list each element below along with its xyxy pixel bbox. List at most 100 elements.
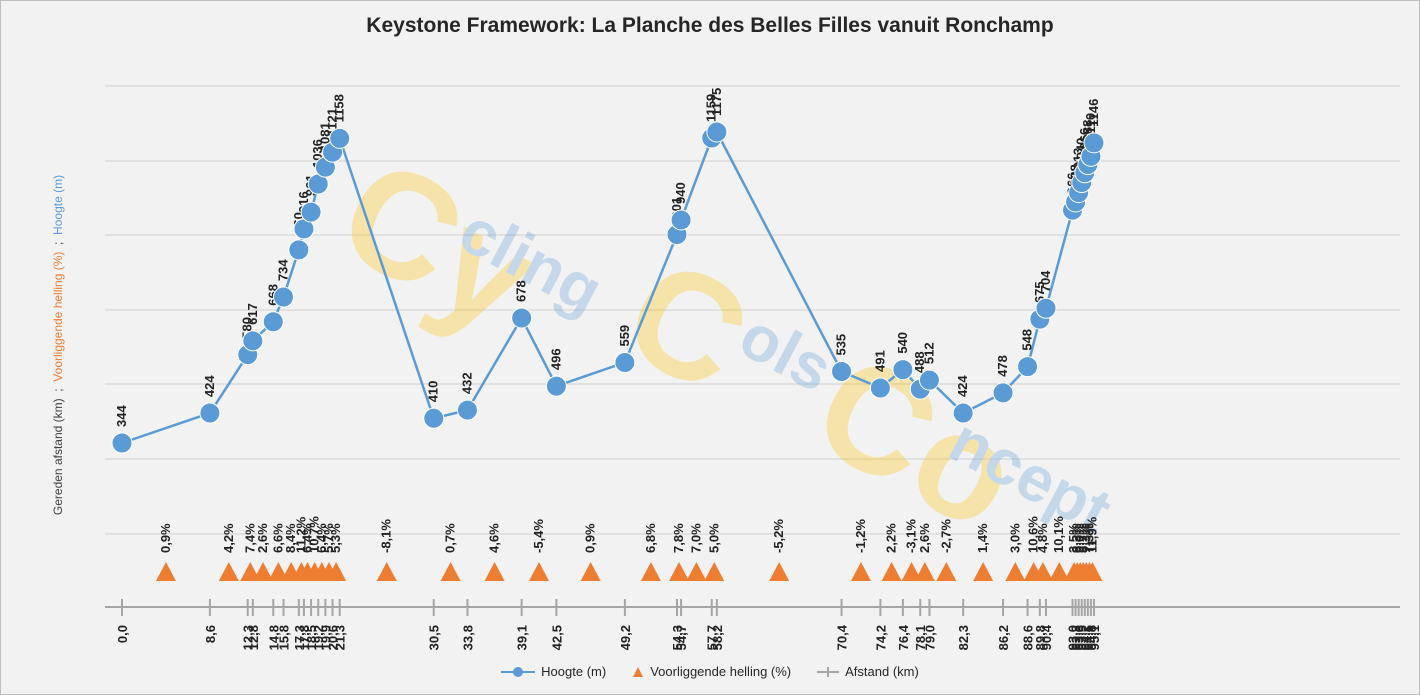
gradient-label-33: 8,3% — [1069, 523, 1084, 553]
gradient-label-18: 7,8% — [671, 523, 686, 553]
distance-label-37: 94,5 — [1081, 625, 1096, 650]
distance-label-22: 70,4 — [835, 624, 850, 650]
line-tick-marker-icon — [817, 666, 840, 677]
distance-label-33: 93,3 — [1069, 625, 1084, 650]
distance-label-24: 76,4 — [896, 624, 911, 650]
distance-label-38: 94,8 — [1084, 625, 1099, 650]
distance-label-9: 19,2 — [311, 625, 326, 650]
height-point-15 — [511, 307, 533, 329]
height-point-22 — [831, 361, 853, 383]
gradient-label-6: 11,2% — [293, 516, 308, 553]
height-point-26 — [918, 369, 940, 391]
gradient-label-3: 2,6% — [255, 523, 270, 553]
gradient-label-4: 6,6% — [270, 523, 285, 553]
distance-label-30: 89,8 — [1033, 625, 1048, 650]
distance-label-6: 17,3 — [292, 625, 307, 650]
triangle-marker-icon — [633, 666, 644, 677]
legend-item-height: Hoogte (m) — [501, 664, 606, 679]
distance-label-7: 17,8 — [297, 625, 312, 650]
gradient-label-38: 11,9% — [1084, 516, 1099, 553]
height-label-12: 1158 — [332, 94, 347, 122]
distance-label-19: 54,7 — [674, 625, 689, 650]
gradient-label-1: 4,2% — [221, 523, 236, 553]
gradient-marker-26 — [936, 562, 957, 581]
distance-label-26: 79,0 — [922, 625, 937, 650]
distance-label-34: 93,6 — [1072, 625, 1087, 650]
gradient-marker-17 — [640, 562, 661, 581]
gradient-label-34: 9,0% — [1072, 523, 1087, 553]
height-point-27 — [952, 402, 974, 424]
gradient-label-0: 0,9% — [158, 523, 173, 553]
legend-label-gradient: Voorliggende helling (%) — [650, 664, 792, 679]
height-label-31: 704 — [1038, 270, 1053, 292]
height-point-28 — [992, 382, 1014, 404]
gradient-marker-14 — [484, 562, 505, 581]
distance-label-36: 94,2 — [1078, 625, 1093, 650]
height-label-25: 488 — [912, 351, 927, 373]
height-point-21 — [706, 121, 728, 143]
legend-label-distance: Afstand (km) — [845, 664, 919, 679]
gradient-marker-13 — [440, 562, 461, 581]
gradient-label-24: -3,1% — [904, 519, 919, 553]
gradient-marker-25 — [914, 562, 935, 581]
gradient-label-2: 7,4% — [242, 523, 257, 553]
gradient-label-35: 8,7% — [1075, 523, 1090, 553]
gradient-label-31: 10,1% — [1051, 516, 1066, 553]
distance-label-29: 88,6 — [1021, 625, 1036, 650]
distance-label-27: 82,3 — [956, 625, 971, 650]
line-circle-marker-icon — [501, 666, 536, 677]
gradient-label-21: -5,2% — [771, 519, 786, 553]
gradient-marker-0 — [155, 562, 176, 581]
height-point-16 — [545, 375, 567, 397]
height-point-19 — [670, 209, 692, 231]
height-label-22: 535 — [834, 334, 849, 356]
gradient-marker-27 — [973, 562, 994, 581]
height-point-29 — [1017, 356, 1039, 378]
gradient-label-22: -1,2% — [853, 519, 868, 553]
height-label-17: 559 — [617, 325, 632, 347]
height-label-16: 496 — [548, 348, 563, 370]
gradient-label-8: 10,7% — [307, 516, 322, 553]
height-point-3 — [242, 330, 264, 352]
distance-label-15: 39,1 — [515, 625, 530, 650]
height-label-30: 675 — [1032, 281, 1047, 303]
distance-label-17: 49,2 — [618, 625, 633, 650]
gradient-marker-16 — [580, 562, 601, 581]
height-label-14: 432 — [459, 372, 474, 394]
gradient-label-13: 0,7% — [443, 523, 458, 553]
gradient-marker-20 — [704, 562, 725, 581]
gradient-marker-4 — [268, 562, 289, 581]
height-label-21: 1175 — [709, 88, 724, 116]
height-label-29: 548 — [1020, 329, 1035, 351]
gradient-marker-22 — [850, 562, 871, 581]
height-point-8 — [300, 201, 322, 223]
gradient-label-37: 7,3% — [1081, 523, 1096, 553]
gradient-marker-28 — [1005, 562, 1026, 581]
gradient-label-12: -8,1% — [379, 519, 394, 553]
distance-label-14: 33,8 — [460, 625, 475, 650]
gradient-label-36: 7,3% — [1078, 523, 1093, 553]
distance-label-23: 74,2 — [873, 625, 888, 650]
gradient-label-19: 7,0% — [688, 523, 703, 553]
distance-label-8: 18,5 — [304, 625, 319, 650]
distance-label-11: 20,6 — [326, 625, 341, 650]
gradient-marker-2 — [240, 562, 261, 581]
distance-label-12: 21,3 — [333, 625, 348, 650]
gradient-label-15: -5,4% — [531, 519, 546, 553]
height-point-31 — [1035, 297, 1057, 319]
chart-legend: Hoogte (m) Voorliggende helling (%) Afst… — [0, 664, 1420, 679]
gradient-label-5: 8,4% — [283, 523, 298, 553]
height-point-14 — [456, 399, 478, 421]
distance-label-35: 93,9 — [1075, 625, 1090, 650]
distance-label-20: 57,7 — [705, 625, 720, 650]
height-point-39 — [1083, 132, 1105, 154]
distance-label-25: 78,1 — [913, 625, 928, 650]
gradient-label-20: 5,0% — [706, 523, 721, 553]
gradient-marker-15 — [529, 562, 550, 581]
height-point-4 — [262, 311, 284, 333]
gradient-label-28: 3,0% — [1007, 523, 1022, 553]
gradient-marker-18 — [669, 562, 690, 581]
gradient-label-23: 2,2% — [884, 523, 899, 553]
legend-item-distance: Afstand (km) — [817, 664, 919, 679]
